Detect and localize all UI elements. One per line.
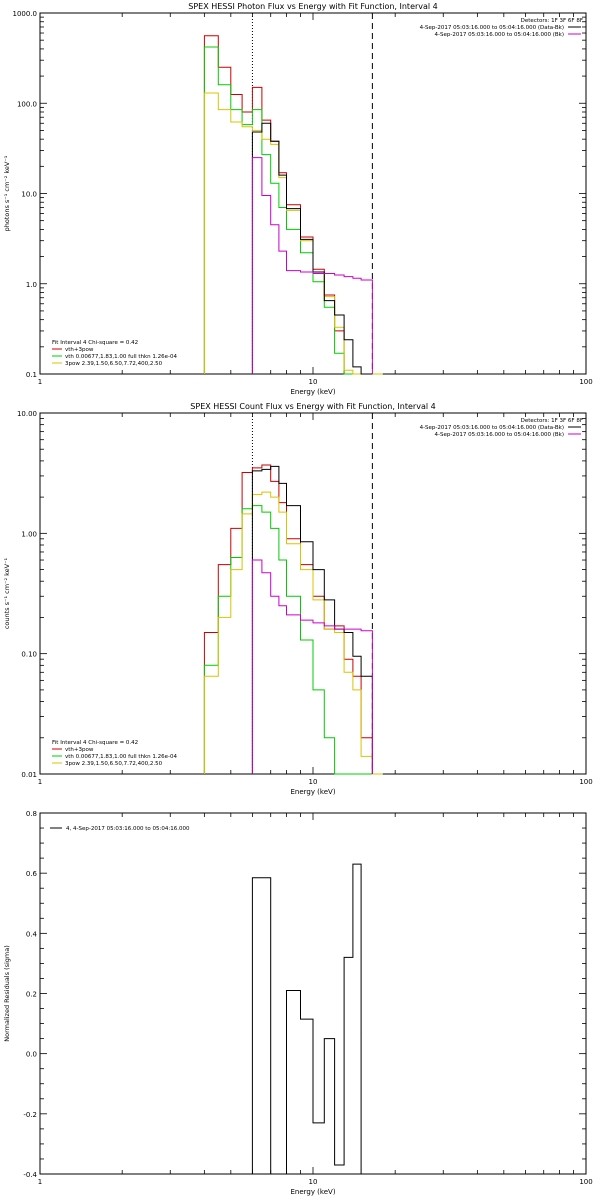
panel3-legend-label: 4, 4-Sep-2017 05:03:16.000 to 05:04:16.0… — [66, 826, 190, 832]
panel2-detectors: Detectors: 1F 3F 6F 8F — [521, 418, 583, 424]
panel2-series-vth_3pow — [203, 464, 383, 775]
panel1-title: SPEX HESSI Photon Flux vs Energy with Fi… — [188, 2, 438, 11]
panel2-series-background — [251, 559, 373, 774]
panel3-xtick-label: 10 — [309, 1178, 318, 1186]
panel1-detectors: Detectors: 1F 3F 6F 8F — [521, 18, 583, 24]
panel1-series-background — [251, 157, 373, 374]
panel2-legend-label: vth 0.00677,1.83,1.00 full thkn 1.26e-04 — [65, 754, 178, 760]
panel1-ylabel: photons s⁻¹ cm⁻² keV⁻¹ — [3, 155, 11, 231]
panel1-series-vth — [203, 46, 383, 375]
panel1-legend-label: 3pow 2.39,1.50,6.50,7.72,400,2.50 — [65, 361, 163, 367]
panel3-ylabel: Normalized Residuals (sigma) — [3, 945, 11, 1042]
panel3-ytick-label: 0.6 — [26, 870, 38, 878]
panel2-series-pow — [203, 491, 383, 775]
panel2-legend-label: 3pow 2.39,1.50,6.50,7.72,400,2.50 — [65, 761, 163, 767]
panel2-interval-bk: 4-Sep-2017 05:03:16.000 to 05:04:16.000 … — [435, 432, 565, 438]
panel3-ytick-label: 0.2 — [26, 991, 37, 999]
panel2-ytick-label: 1.00 — [21, 530, 37, 538]
panel1-series-vth_3pow — [203, 35, 383, 375]
panel1-legend-label: vth 0.00677,1.83,1.00 full thkn 1.26e-04 — [65, 354, 178, 360]
panel3-ytick-label: -0.2 — [23, 1111, 37, 1119]
panel2-xtick-label: 1 — [38, 778, 42, 786]
panel2-ytick-label: 10.00 — [17, 410, 37, 418]
panel1-xtick-label: 100 — [579, 378, 592, 386]
panel1-fit-header: Fit Interval 4 Chi-square = 0.42 — [52, 340, 138, 346]
panel1-ytick-label: 0.1 — [26, 371, 37, 379]
panel1-xlabel: Energy (keV) — [290, 388, 335, 396]
panel2-xtick-label: 10 — [309, 778, 318, 786]
panel2-xtick-label: 100 — [579, 778, 592, 786]
panel1-ytick-label: 10.0 — [21, 191, 37, 199]
panel3-series-residuals — [251, 863, 373, 1175]
panel1-frame — [39, 12, 587, 375]
panel2-xlabel: Energy (keV) — [290, 788, 335, 796]
panel1-series-data — [251, 122, 373, 375]
panel1-interval-bk: 4-Sep-2017 05:03:16.000 to 05:04:16.000 … — [435, 32, 565, 38]
panel1-legend-label: vth+3pow — [65, 347, 94, 353]
panel2-legend-label: vth+3pow — [65, 747, 94, 753]
panel2-ytick-label: 0.10 — [21, 651, 37, 659]
panel3-ytick-label: 0.0 — [26, 1051, 37, 1059]
panel2-ylabel: counts s⁻¹ cm⁻² keV⁻¹ — [3, 557, 11, 629]
panel2-interval-data: 4-Sep-2017 05:03:16.000 to 05:04:16.000 … — [420, 425, 564, 431]
panel2-series-data — [251, 465, 373, 774]
panel3-xtick-label: 1 — [38, 1178, 42, 1186]
panel1-series-pow — [203, 92, 383, 375]
panel2-fit-header: Fit Interval 4 Chi-square = 0.42 — [52, 740, 138, 746]
panel2-series-vth — [203, 505, 383, 775]
panel2-title: SPEX HESSI Count Flux vs Energy with Fit… — [190, 402, 435, 411]
panel1-ytick-label: 1.0 — [26, 281, 37, 289]
panel3-ytick-label: 0.8 — [26, 810, 37, 818]
panel1-ytick-label: 100.0 — [17, 100, 37, 108]
panel3-xtick-label: 100 — [579, 1178, 592, 1186]
panel3-ytick-label: -0.4 — [23, 1171, 37, 1179]
panel1-interval-data: 4-Sep-2017 05:03:16.000 to 05:04:16.000 … — [420, 25, 564, 31]
panel1-ytick-label: 1000.0 — [13, 10, 38, 18]
panel3-xlabel: Energy (keV) — [290, 1188, 335, 1196]
panel1-xtick-label: 10 — [309, 378, 318, 386]
panel1-xtick-label: 1 — [38, 378, 42, 386]
panel2-ytick-label: 0.01 — [21, 771, 37, 779]
panel3-ytick-label: 0.4 — [26, 930, 38, 938]
